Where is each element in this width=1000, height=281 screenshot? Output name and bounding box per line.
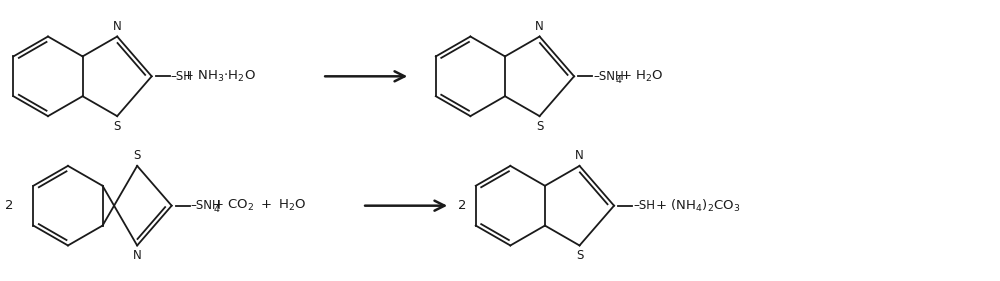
- Text: –SNH: –SNH: [593, 70, 624, 83]
- Text: S: S: [536, 120, 543, 133]
- Text: N: N: [113, 20, 122, 33]
- Text: 4: 4: [616, 76, 621, 85]
- Text: S: S: [576, 250, 583, 262]
- Text: $+\ \mathrm{NH_3{\cdot}H_2O}$: $+\ \mathrm{NH_3{\cdot}H_2O}$: [182, 69, 256, 84]
- Text: S: S: [113, 120, 121, 133]
- Text: S: S: [133, 149, 141, 162]
- Text: N: N: [575, 149, 584, 162]
- Text: 2: 2: [5, 199, 13, 212]
- Text: $+\ \mathrm{(NH_4)_2CO_3}$: $+\ \mathrm{(NH_4)_2CO_3}$: [655, 198, 740, 214]
- Text: N: N: [133, 250, 142, 262]
- Text: $+\ \mathrm{H_2O}$: $+\ \mathrm{H_2O}$: [620, 69, 663, 84]
- Text: $+\ \mathrm{CO_2}\ +\ \mathrm{H_2O}$: $+\ \mathrm{CO_2}\ +\ \mathrm{H_2O}$: [212, 198, 307, 213]
- Text: –SH: –SH: [633, 199, 655, 212]
- Text: –SH: –SH: [171, 70, 193, 83]
- Text: –SNH: –SNH: [191, 199, 221, 212]
- Text: 4: 4: [213, 205, 219, 214]
- Text: 2: 2: [458, 199, 467, 212]
- Text: N: N: [535, 20, 544, 33]
